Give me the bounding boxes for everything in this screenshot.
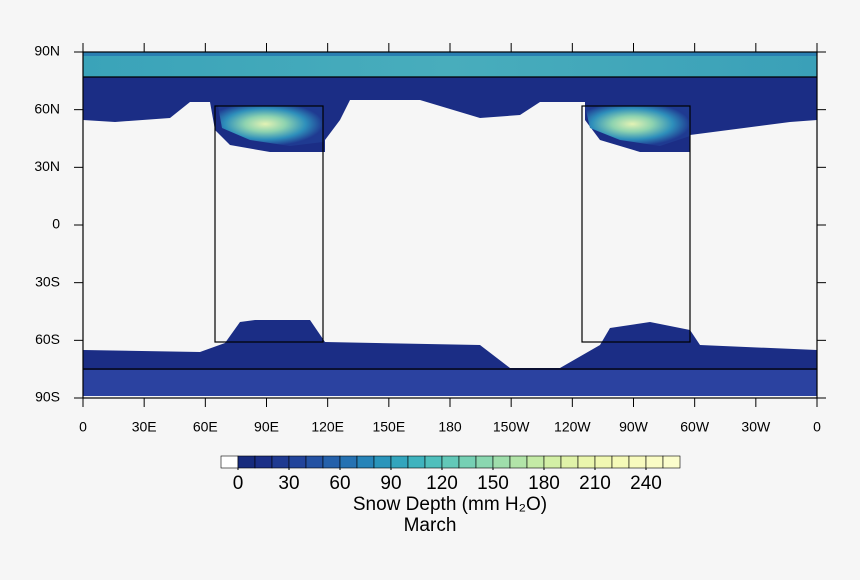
x-tick-label: 90E [254,419,279,435]
america-snow [585,106,690,146]
x-tick-label: 150E [372,419,405,435]
colorbar-box [288,455,307,469]
x-tick-label: 30W [741,419,771,435]
colorbar-tick-label: 0 [233,473,244,494]
colorbar-label: Snow Depth (mm H₂O) [353,494,547,515]
colorbar-box [407,455,426,469]
colorbar-box [441,455,460,469]
colorbar-box [560,455,579,469]
america-box [581,105,691,343]
x-tick-label: 30E [132,419,157,435]
colorbar-box [237,455,256,469]
field [82,51,818,399]
region-boxes [83,76,817,370]
arctic-snow [83,52,817,77]
y-tick-label: 0 [52,216,60,232]
x-tick-label: 60E [193,419,218,435]
colorbar-tick-label: 90 [380,473,401,494]
x-tick-label: 120W [554,419,591,435]
x-tick-label: 150W [493,419,530,435]
colorbar-box [390,455,409,469]
colorbar-box [424,455,443,469]
colorbar-box [543,455,562,469]
y-tick-label: 60S [35,331,60,347]
asia-box [214,105,324,343]
colorbar-tick-label: 210 [579,473,611,494]
y-tick-label: 90S [35,389,60,405]
colorbar-tick-label: 120 [426,473,458,494]
colorbar-tick-label: 60 [329,473,350,494]
colorbar-box [492,455,511,469]
colorbar-box [526,455,545,469]
colorbar-box [662,455,681,469]
colorbar-box [458,455,477,469]
colorbar-box [577,455,596,469]
colorbar-box [339,455,358,469]
colorbar-box [611,455,630,469]
y-tick-label: 30S [35,273,60,289]
colorbar-box [254,455,273,469]
colorbar-box [628,455,647,469]
x-tick-label: 120E [311,419,344,435]
colorbar-box [322,455,341,469]
x-tick-label: 90W [619,419,649,435]
colorbar-tick-label: 30 [278,473,299,494]
colorbar-box [645,455,664,469]
chart-title: March [404,515,457,536]
colorbar-box [594,455,613,469]
asia-snow [218,106,323,146]
x-tick-label: 0 [79,419,87,435]
colorbar-tick-label: 180 [528,473,560,494]
colorbar-box [271,455,290,469]
y-tick-label: 90N [34,43,60,59]
colorbar-tick-label: 150 [477,473,509,494]
colorbar-box [509,455,528,469]
colorbar-box [475,455,494,469]
colorbar-box [373,455,392,469]
x-tick-label: 60W [680,419,710,435]
colorbar-tick-label: 240 [630,473,662,494]
colorbar-box [305,455,324,469]
y-tick-label: 60N [34,100,60,116]
arctic-edge [83,52,817,56]
y-tick-label: 30N [34,158,60,174]
colorbar-box [356,455,375,469]
colorbar-box [220,455,239,469]
antarctic-snow [83,370,817,396]
x-tick-label: 180 [438,419,462,435]
x-tick-label: 0 [813,419,821,435]
